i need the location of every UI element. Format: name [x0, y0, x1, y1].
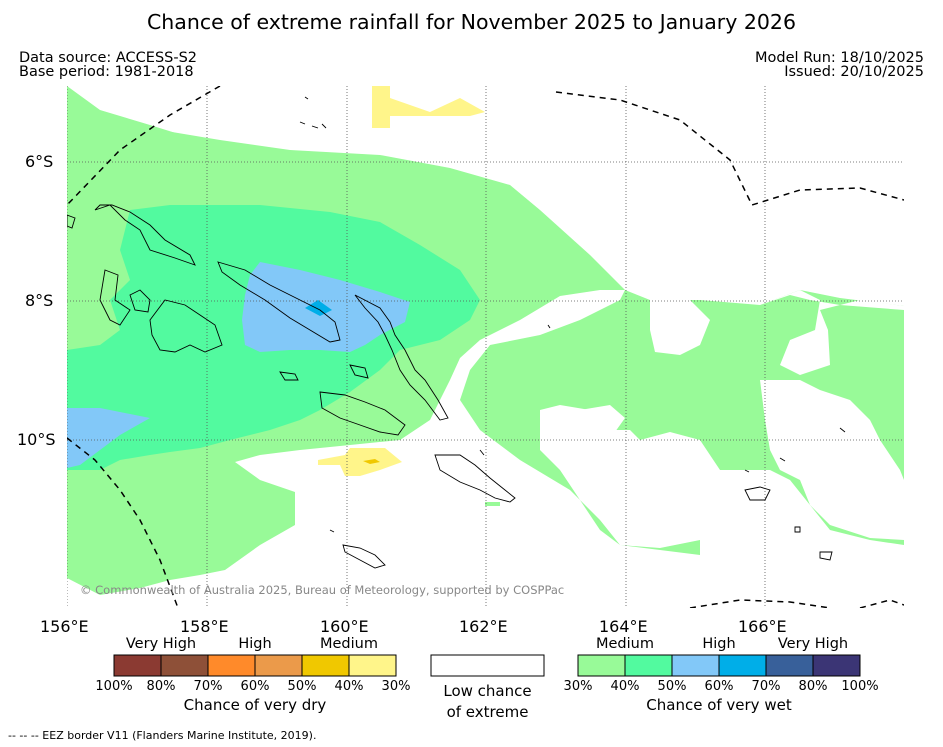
eez-border — [67, 86, 904, 608]
wet-legend-label: Chance of very wet — [646, 696, 792, 714]
lon-label-162e: 162°E — [459, 617, 508, 636]
wet-pct: 100% — [841, 679, 879, 694]
map-title: Chance of extreme rainfall for November … — [146, 10, 797, 34]
lat-label-10s: 10°S — [17, 430, 56, 449]
lon-label-158e: 158°E — [180, 617, 229, 636]
coastlines — [67, 96, 846, 569]
lat-label-6s: 6°S — [25, 152, 54, 171]
wet-cat-high: High — [702, 636, 736, 652]
wet-pct: 60% — [704, 679, 734, 694]
eez-footnote: -- -- -- EEZ border V11 (Flanders Marine… — [8, 729, 317, 742]
low-chance-label-1: Low chance — [443, 682, 532, 700]
dry-pct: 40% — [334, 679, 364, 694]
lat-label-8s: 8°S — [25, 291, 54, 310]
wet-pct: 30% — [563, 679, 593, 694]
lon-label-166e: 166°E — [738, 617, 787, 636]
base-period: Base period: 1981-2018 — [19, 64, 194, 80]
copyright-text: © Commonwealth of Australia 2025, Bureau… — [80, 583, 565, 597]
dry-colorbar — [113, 654, 397, 677]
wet-cat-medium: Medium — [596, 636, 654, 652]
dry-cat-very-high: Very High — [125, 636, 197, 652]
wet-pct: 50% — [657, 679, 687, 694]
lon-label-156e: 156°E — [40, 617, 89, 636]
dry-pct: 60% — [240, 679, 270, 694]
dry-legend-label: Chance of very dry — [183, 696, 327, 714]
low-chance-label-2: of extreme — [446, 703, 529, 721]
lon-label-160e: 160°E — [320, 617, 369, 636]
issued-date: Issued: 20/10/2025 — [784, 64, 924, 80]
wet-cat-very-high: Very High — [777, 636, 849, 652]
wet-pct: 70% — [751, 679, 781, 694]
dry-cat-high: High — [238, 636, 272, 652]
dry-pct: 50% — [287, 679, 317, 694]
lon-label-164e: 164°E — [599, 617, 648, 636]
wet-pct: 80% — [798, 679, 828, 694]
wet-colorbar — [577, 654, 861, 677]
wet-pct: 40% — [610, 679, 640, 694]
dry-cat-medium: Medium — [320, 636, 378, 652]
dry-pct: 30% — [381, 679, 411, 694]
dry-pct: 80% — [146, 679, 176, 694]
data-source: Data source: ACCESS-S2 — [19, 50, 198, 66]
low-chance-swatch — [430, 654, 545, 677]
medium-dry-region — [372, 86, 485, 128]
dry-pct: 70% — [193, 679, 223, 694]
dry-pct: 100% — [95, 679, 133, 694]
model-run: Model Run: 18/10/2025 — [754, 50, 924, 66]
